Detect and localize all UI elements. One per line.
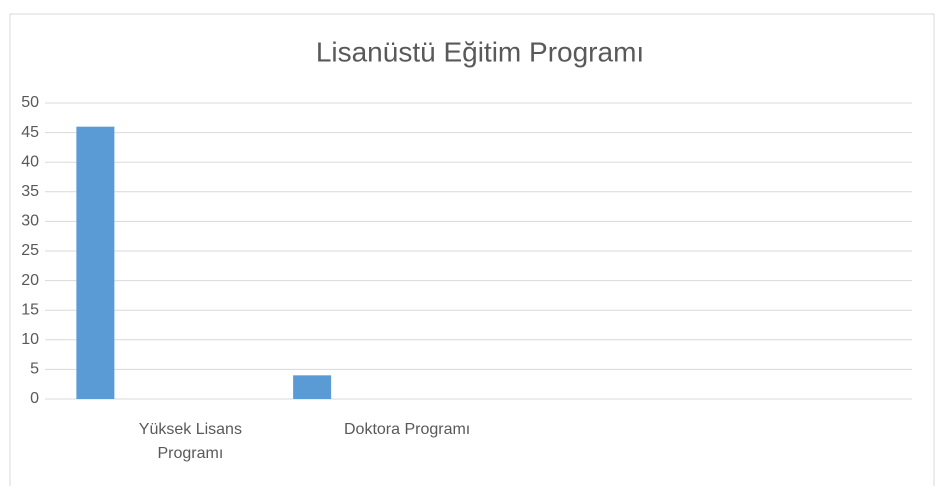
y-tick-label: 45 — [21, 124, 39, 141]
y-tick-label: 50 — [21, 94, 39, 111]
y-tick-label: 15 — [21, 301, 39, 318]
y-tick-label: 30 — [21, 213, 39, 230]
y-tick-label: 5 — [30, 361, 39, 378]
y-tick-label: 25 — [21, 242, 39, 259]
y-tick-label: 20 — [21, 272, 39, 289]
x-tick-label: Yüksek Lisans Programı — [138, 421, 242, 462]
y-tick-label: 40 — [21, 153, 39, 170]
bar — [293, 375, 332, 399]
x-tick-label: Doktora Programı — [343, 421, 471, 438]
y-tick-label: 10 — [21, 331, 39, 348]
bar — [76, 126, 115, 400]
chart-border — [9, 13, 935, 486]
y-tick-label: 35 — [21, 183, 39, 200]
chart-title: Lisanüstü Eğitim Programı — [316, 36, 644, 67]
y-tick-label: 0 — [30, 390, 39, 407]
